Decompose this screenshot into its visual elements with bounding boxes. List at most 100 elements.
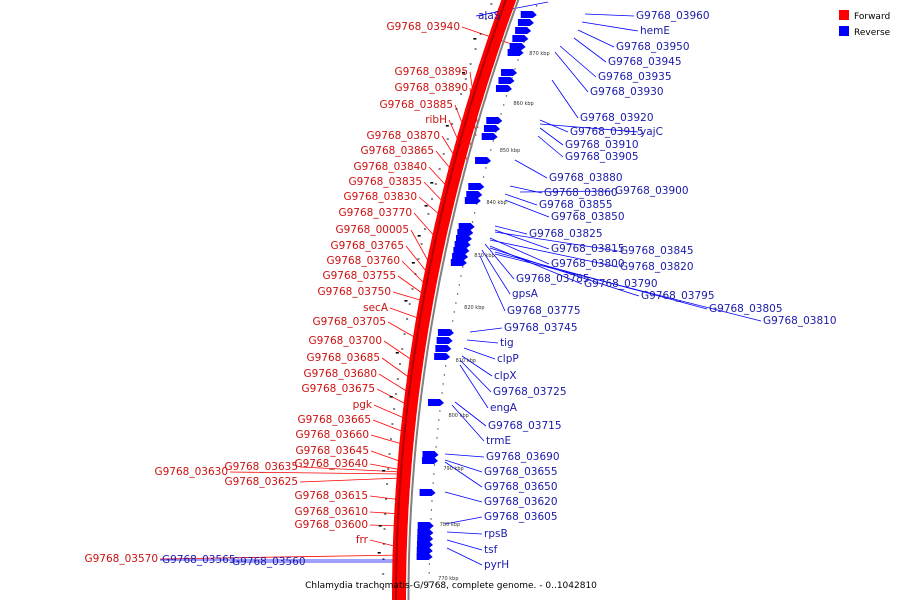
reverse-gene-label: rpsB (484, 528, 508, 540)
reverse-feature (421, 457, 438, 464)
reverse-gene-label: G9768_03935 (598, 71, 672, 83)
reverse-leader-line (469, 327, 503, 333)
reverse-gene-label: G9768_03945 (608, 56, 682, 68)
reverse-gene-label: G9768_03850 (551, 211, 625, 223)
reverse-feature (475, 157, 492, 164)
reverse-gene-label: G9768_03605 (484, 511, 558, 523)
forward-gene-label: G9768_03870 (366, 130, 440, 142)
reverse-feature (520, 11, 537, 18)
kbp-tick-label: 830 kbp (474, 253, 494, 259)
reverse-feature (507, 49, 524, 56)
legend-reverse-swatch (839, 26, 849, 36)
reverse-gene-label: G9768_03900 (615, 185, 689, 197)
reverse-feature (416, 553, 433, 560)
scale-dot (492, 140, 494, 142)
forward-gene-label: G9768_03765 (330, 240, 404, 252)
forward-gene-label: G9768_03750 (317, 286, 391, 298)
forward-gene-label: G9768_03700 (308, 335, 382, 347)
kbp-tick-label: 780 kbp (440, 522, 460, 528)
forward-strand-edge (395, 0, 507, 603)
reverse-leader-line (444, 516, 483, 525)
reverse-feature (483, 125, 500, 132)
forward-gene-label: G9768_03680 (303, 368, 377, 380)
forward-gene-label: frr (356, 534, 369, 546)
kbp-tick-label: 770 kbp (438, 576, 458, 582)
forward-gene-label: G9768_03685 (306, 352, 380, 364)
forward-feature (417, 235, 421, 237)
reverse-leader-line (461, 355, 493, 377)
forward-leader-line (299, 477, 403, 483)
reverse-feature (495, 85, 512, 92)
reverse-leader-line (559, 45, 597, 78)
reverse-leader-line (484, 243, 515, 280)
reverse-feature (436, 337, 453, 344)
forward-gene-label: G9768_03940 (386, 21, 460, 33)
legend-forward-swatch (839, 10, 849, 20)
forward-leader-line (401, 260, 427, 286)
reverse-feature (517, 19, 534, 26)
reverse-gene-label: G9768_03805 (709, 303, 783, 315)
reverse-feature (468, 183, 485, 190)
reverse-leader-line (514, 159, 548, 179)
reverse-leader-line (504, 193, 538, 206)
scale-dot (460, 275, 462, 277)
reverse-feature (486, 117, 503, 124)
reverse-leader-line (494, 231, 619, 252)
scale-dot (428, 581, 430, 583)
kbp-tick-label: 790 kbp (443, 466, 463, 472)
reverse-gene-label: G9768_03560 (232, 556, 306, 568)
forward-gene-label: G9768_03645 (295, 445, 369, 457)
reverse-gene-label: G9768_03855 (539, 199, 613, 211)
reverse-gene-label: gpsA (512, 288, 539, 300)
reverse-leader-line (584, 13, 635, 17)
reverse-gene-label: alaS (478, 10, 501, 22)
forward-gene-label: G9768_03885 (379, 99, 453, 111)
reverse-leader-line (551, 79, 579, 119)
forward-gene-label: G9768_03630 (154, 466, 228, 478)
reverse-leader-line (489, 239, 619, 268)
reverse-gene-label: G9768_03565 (162, 554, 236, 566)
forward-leader-line (372, 419, 405, 433)
scale-dot (458, 284, 460, 286)
kbp-tick-label: 850 kbp (500, 148, 520, 154)
forward-gene-label: G9768_03600 (294, 519, 368, 531)
reverse-leader-line (444, 459, 483, 473)
reverse-leader-line (519, 190, 614, 193)
reverse-feature (452, 253, 469, 260)
forward-gene-label: G9768_03760 (326, 255, 400, 267)
forward-gene-label: G9768_03770 (338, 207, 412, 219)
legend-forward-label: Forward (854, 12, 890, 22)
reverse-leader-line (479, 255, 506, 312)
reverse-gene-label: G9768_03715 (488, 420, 562, 432)
reverse-feature (457, 229, 474, 236)
reverse-leader-line (539, 119, 569, 133)
reverse-feature (453, 247, 470, 254)
reverse-gene-label: G9768_03650 (484, 481, 558, 493)
reverse-feature (512, 35, 529, 42)
kbp-tick-label: 810 kbp (456, 358, 476, 364)
scale-dot (430, 509, 433, 511)
forward-gene-label: G9768_03840 (353, 161, 427, 173)
reverse-feature (427, 399, 444, 406)
scale-dot (471, 221, 474, 223)
map-caption: Chlamydia trachomatis-G/9768, complete g… (305, 581, 597, 591)
reverse-feature (498, 77, 515, 84)
legend-reverse-label: Reverse (854, 28, 891, 38)
reverse-gene-label: G9768_03800 (551, 258, 625, 270)
reverse-leader-line (494, 225, 528, 235)
scale-dot (433, 464, 436, 466)
reverse-leader-line (463, 347, 496, 360)
reverse-gene-label: clpP (497, 353, 519, 365)
forward-leader-line (387, 321, 417, 339)
reverse-leader-line (446, 539, 483, 551)
reverse-gene-label: G9768_03620 (484, 496, 558, 508)
scale-dot (428, 563, 431, 565)
forward-feature (430, 182, 434, 184)
forward-leader-line (369, 463, 403, 471)
forward-leader-line (159, 554, 405, 560)
reverse-gene-label: G9768_03815 (551, 243, 625, 255)
forward-leader-line (397, 275, 423, 294)
forward-gene-label: G9768_03640 (294, 458, 368, 470)
reverse-gene-label: G9768_03880 (549, 172, 623, 184)
